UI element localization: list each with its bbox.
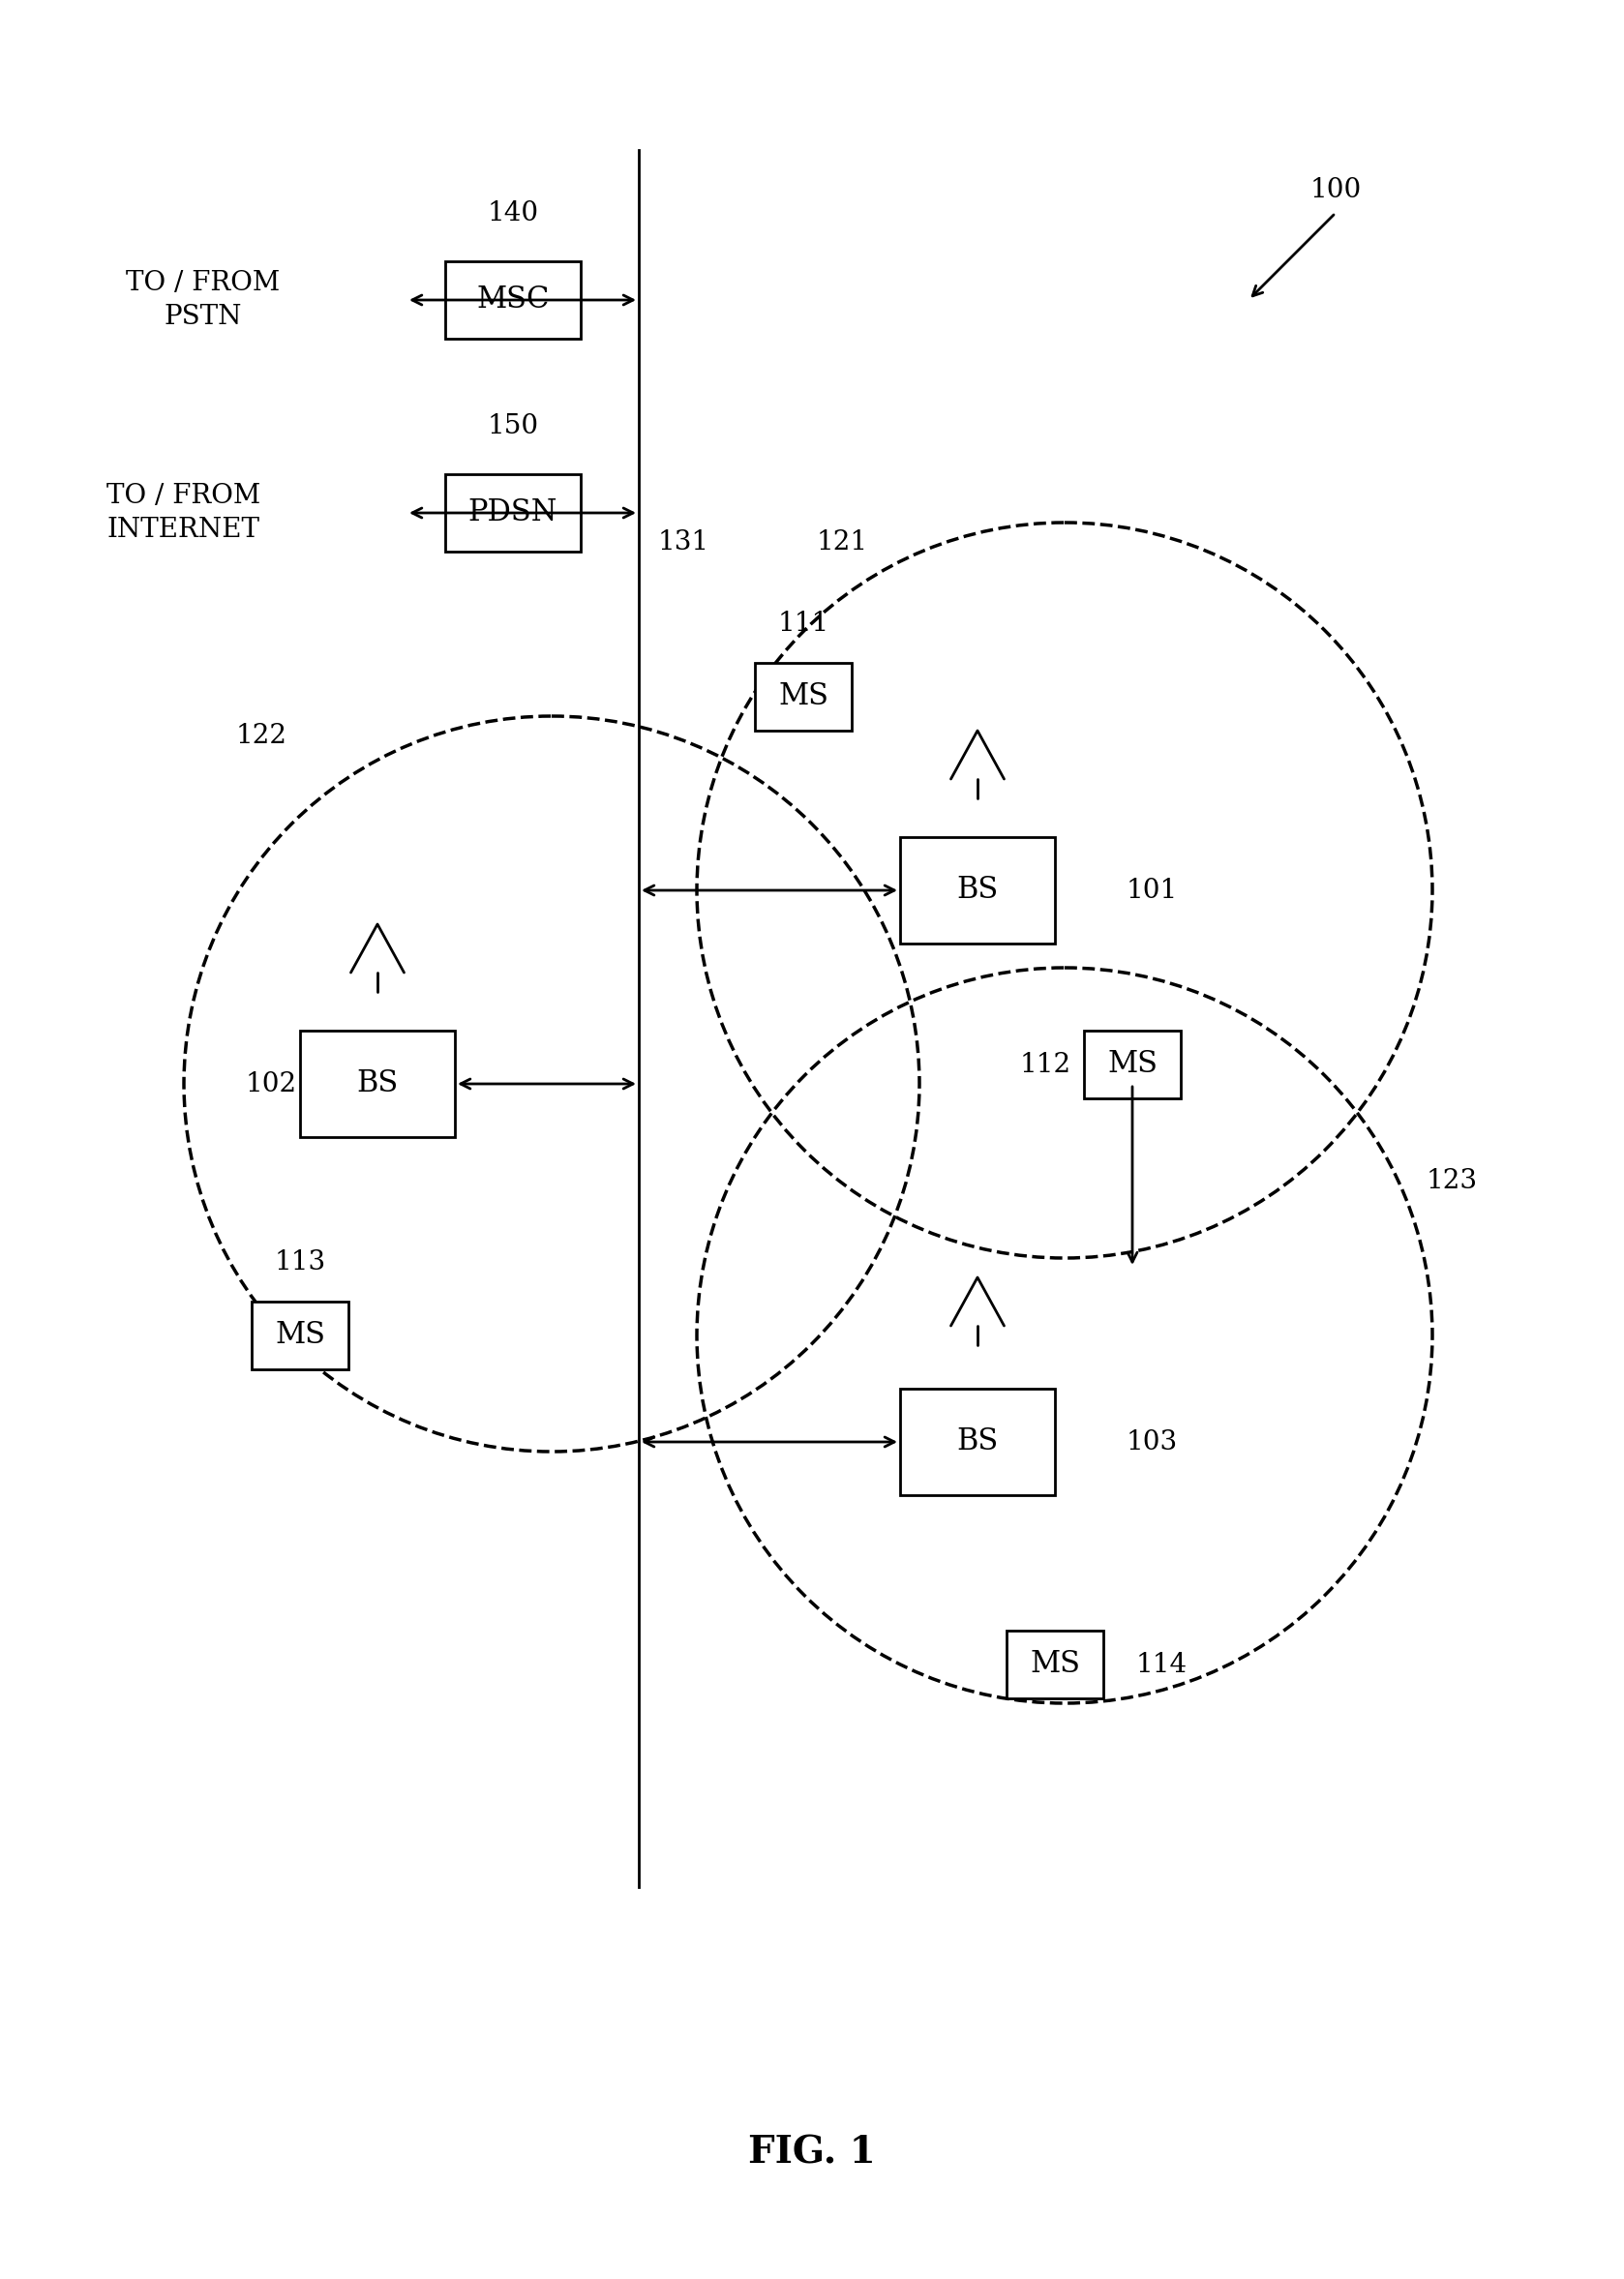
- Text: 123: 123: [1426, 1167, 1478, 1194]
- Bar: [900, 1388, 1056, 1495]
- Text: TO / FROM
INTERNET: TO / FROM INTERNET: [107, 483, 261, 542]
- Text: 112: 112: [1020, 1051, 1070, 1078]
- Text: MS: MS: [274, 1320, 325, 1351]
- Bar: [1083, 1030, 1181, 1098]
- Text: PDSN: PDSN: [468, 497, 557, 529]
- Bar: [300, 1030, 455, 1137]
- Text: MS: MS: [1030, 1650, 1080, 1680]
- Text: 100: 100: [1311, 178, 1361, 203]
- Bar: [1007, 1629, 1103, 1698]
- Text: 114: 114: [1135, 1652, 1187, 1677]
- Text: 140: 140: [487, 201, 539, 226]
- Text: 103: 103: [1125, 1429, 1177, 1454]
- Text: 111: 111: [778, 611, 830, 638]
- Bar: [445, 262, 581, 340]
- Text: 122: 122: [235, 722, 287, 748]
- Text: BS: BS: [957, 1427, 999, 1456]
- Text: 131: 131: [658, 529, 710, 556]
- Text: 102: 102: [245, 1071, 297, 1096]
- Text: MS: MS: [778, 681, 828, 711]
- Bar: [900, 836, 1056, 944]
- Text: BS: BS: [357, 1069, 398, 1098]
- Text: MS: MS: [1108, 1051, 1158, 1080]
- Text: MSC: MSC: [476, 285, 549, 315]
- Text: TO / FROM
PSTN: TO / FROM PSTN: [127, 269, 281, 330]
- Text: FIG. 1: FIG. 1: [749, 2135, 875, 2172]
- Text: BS: BS: [957, 875, 999, 905]
- Bar: [445, 474, 581, 552]
- Text: 121: 121: [817, 529, 867, 556]
- Bar: [252, 1301, 349, 1370]
- Text: 101: 101: [1125, 877, 1177, 902]
- Bar: [755, 663, 851, 732]
- Text: 113: 113: [274, 1249, 326, 1276]
- Text: 150: 150: [487, 412, 539, 440]
